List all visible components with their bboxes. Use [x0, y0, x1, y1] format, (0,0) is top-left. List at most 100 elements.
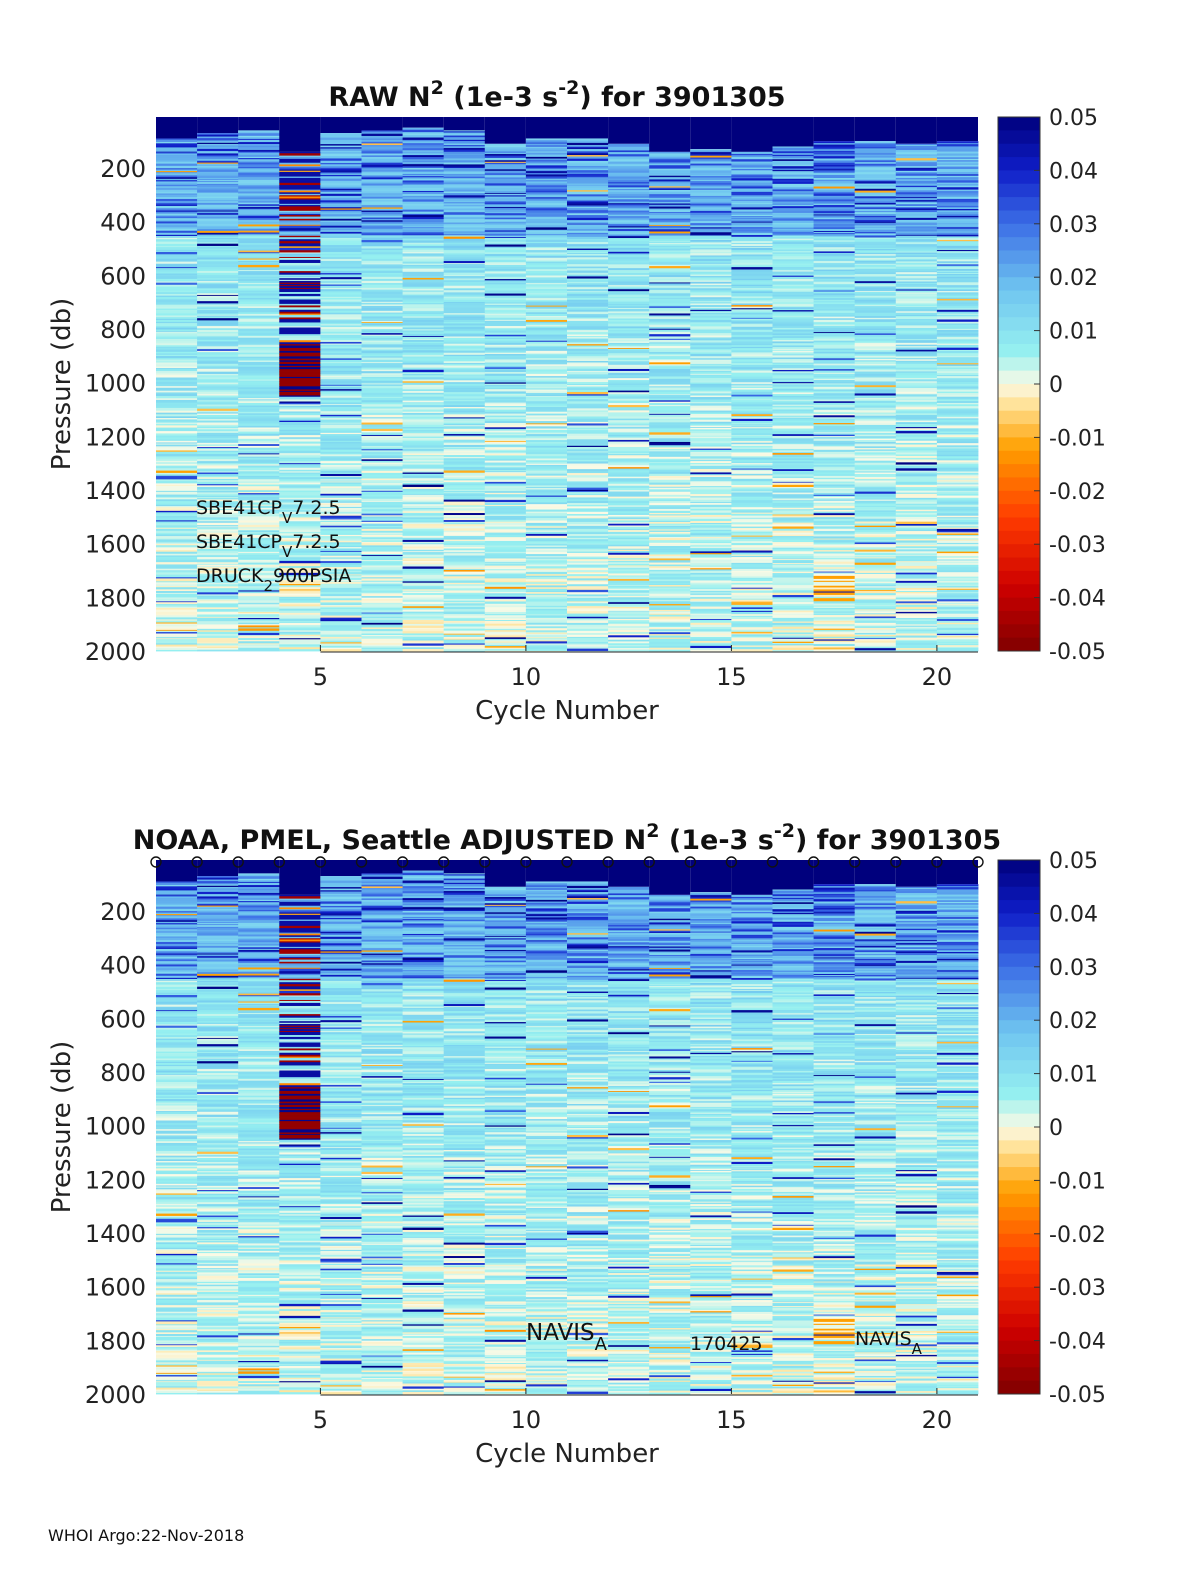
heatmap-field [156, 117, 979, 652]
n2-cell [320, 274, 362, 276]
n2-cell [197, 609, 239, 611]
n2-cell [361, 618, 403, 621]
n2-cell [156, 448, 198, 451]
n2-cell [197, 538, 239, 541]
n2-cell [567, 639, 609, 643]
n2-cell [361, 130, 403, 132]
n2-cell [320, 180, 362, 183]
n2-cell [361, 625, 403, 628]
n2-cell [279, 161, 321, 164]
n2-cell [238, 172, 280, 176]
n2-cell [156, 147, 198, 150]
n2-cell [361, 363, 403, 365]
n2-cell [197, 622, 239, 625]
n2-cell [197, 525, 239, 527]
n2-cell [197, 552, 239, 556]
n2-cell [361, 282, 403, 286]
n2-cell [320, 374, 362, 377]
n2-cell [238, 320, 280, 323]
n2-cell [279, 267, 321, 270]
n2-cell [156, 277, 198, 280]
n2-cell [238, 630, 280, 634]
n2-cell [525, 466, 568, 470]
n2-cell [320, 215, 362, 217]
n2-cell [197, 375, 239, 378]
n2-cell [279, 367, 321, 370]
n2-cell [525, 140, 568, 144]
n2-cell [279, 552, 321, 556]
n2-cell [197, 237, 239, 240]
n2-cell [320, 465, 362, 467]
n2-cell [156, 557, 198, 561]
n2-cell [525, 401, 568, 404]
n2-cell [320, 470, 362, 474]
n2-cell [238, 591, 280, 594]
n2-cell [279, 537, 321, 541]
n2-cell [361, 205, 403, 208]
n2-cell [320, 227, 362, 230]
n2-cell [361, 459, 403, 462]
n2-cell [361, 509, 403, 512]
n2-cell [443, 305, 486, 308]
n2-cell [238, 200, 280, 204]
n2-cell [197, 442, 239, 445]
n2-cell [484, 473, 527, 477]
n2-cell [361, 256, 403, 260]
n2-cell [484, 543, 527, 546]
n2-cell [279, 620, 321, 623]
n2-cell [156, 288, 198, 291]
n2-cell [238, 646, 280, 649]
n2-cell [156, 243, 198, 247]
n2-cell [238, 616, 280, 619]
n2-cell [320, 235, 362, 238]
n2-cell [320, 418, 362, 421]
n2-cell [361, 340, 403, 343]
n2-cell [361, 136, 403, 138]
n2-cell [361, 294, 403, 297]
n2-cell [238, 509, 280, 512]
n2-cell [197, 145, 239, 148]
n2-cell [320, 447, 362, 451]
n2-cell [238, 243, 280, 246]
n2-cell [361, 538, 403, 541]
n2-cell [279, 287, 321, 290]
n2-cell [279, 393, 321, 396]
n2-cell [443, 302, 486, 306]
n2-cell [608, 502, 650, 506]
n2-cell [238, 383, 280, 386]
n2-cell [156, 200, 198, 204]
n2-cell [320, 451, 362, 454]
n2-cell [197, 371, 239, 375]
n2-cell [279, 579, 321, 582]
n2-cell [197, 476, 239, 478]
n2-cell [197, 506, 239, 508]
n2-cell [320, 515, 362, 519]
n2-cell [443, 590, 486, 594]
cycle-column-15 [731, 117, 773, 652]
n2-cell [197, 464, 239, 466]
n2-cell [567, 323, 609, 327]
n2-cell [320, 501, 362, 504]
n2-cell [156, 221, 198, 224]
n2-cell [320, 449, 362, 453]
n2-cell [320, 482, 362, 485]
n2-cell [320, 351, 362, 354]
n2-cell [197, 242, 239, 245]
n2-cell [156, 406, 198, 409]
n2-cell [238, 177, 280, 179]
n2-cell [279, 542, 321, 546]
n2-cell [197, 324, 239, 327]
n2-cell [156, 181, 198, 183]
n2-cell [361, 374, 403, 378]
n2-cell [279, 317, 321, 320]
n2-cell [156, 171, 198, 173]
n2-cell [238, 600, 280, 603]
n2-cell [484, 407, 527, 411]
n2-cell [197, 563, 239, 566]
n2-cell [361, 293, 403, 295]
n2-cell [197, 301, 239, 304]
n2-cell [772, 179, 814, 183]
n2-cell [279, 584, 321, 586]
n2-cell [238, 469, 280, 472]
n2-cell [279, 640, 321, 643]
